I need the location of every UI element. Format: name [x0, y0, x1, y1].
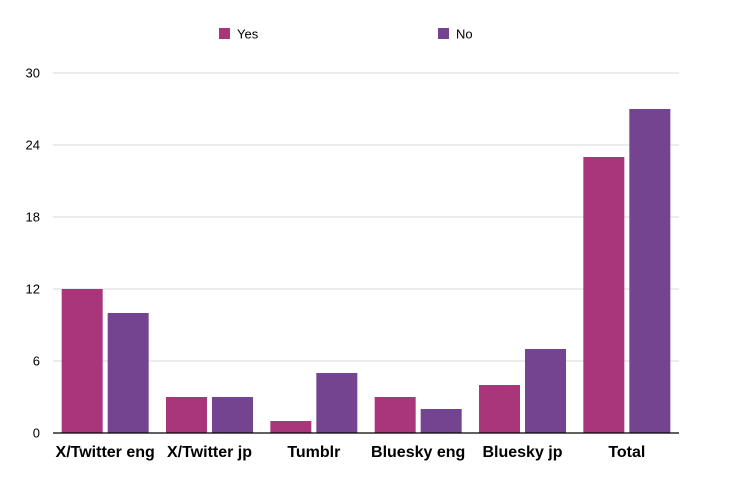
bar-no-total	[629, 109, 671, 433]
bar-no-x-twitter-eng	[107, 313, 149, 433]
legend: Yes No	[219, 27, 473, 42]
y-tick-label-12: 12	[26, 282, 40, 297]
bar-yes-tumblr	[270, 421, 312, 433]
x-category-label: Bluesky eng	[371, 444, 465, 461]
bar-yes-bluesky-jp	[479, 385, 520, 433]
bar-yes-x-twitter-eng	[61, 289, 103, 433]
y-tick-label-18: 18	[26, 210, 40, 225]
y-tick-label-0: 0	[33, 426, 40, 441]
bars	[61, 109, 671, 433]
bar-yes-x-twitter-jp	[166, 397, 207, 433]
bar-yes-bluesky-eng	[374, 397, 416, 433]
legend-swatch-yes	[219, 28, 230, 39]
x-category-label: Tumblr	[287, 444, 340, 461]
x-category-label: Bluesky jp	[482, 444, 562, 461]
x-category-label: X/Twitter eng	[56, 444, 155, 461]
y-axis-ticks: 0 6 12 18 24 30	[26, 66, 40, 441]
bar-no-x-twitter-jp	[212, 397, 253, 433]
bar-yes-total	[583, 157, 625, 433]
y-tick-label-30: 30	[26, 66, 40, 81]
legend-label-no: No	[456, 27, 473, 42]
legend-swatch-no	[438, 28, 449, 39]
gridlines	[53, 72, 679, 362]
bar-no-bluesky-eng	[420, 409, 462, 433]
y-tick-label-6: 6	[33, 354, 40, 369]
x-category-label: Total	[608, 444, 645, 461]
bar-no-tumblr	[316, 373, 358, 433]
x-category-label: X/Twitter jp	[167, 444, 252, 461]
bar-no-bluesky-jp	[525, 349, 566, 433]
legend-label-yes: Yes	[237, 27, 259, 42]
x-axis-labels: X/Twitter eng X/Twitter jp Tumblr Bluesky e…	[56, 444, 646, 461]
y-tick-label-24: 24	[26, 138, 40, 153]
